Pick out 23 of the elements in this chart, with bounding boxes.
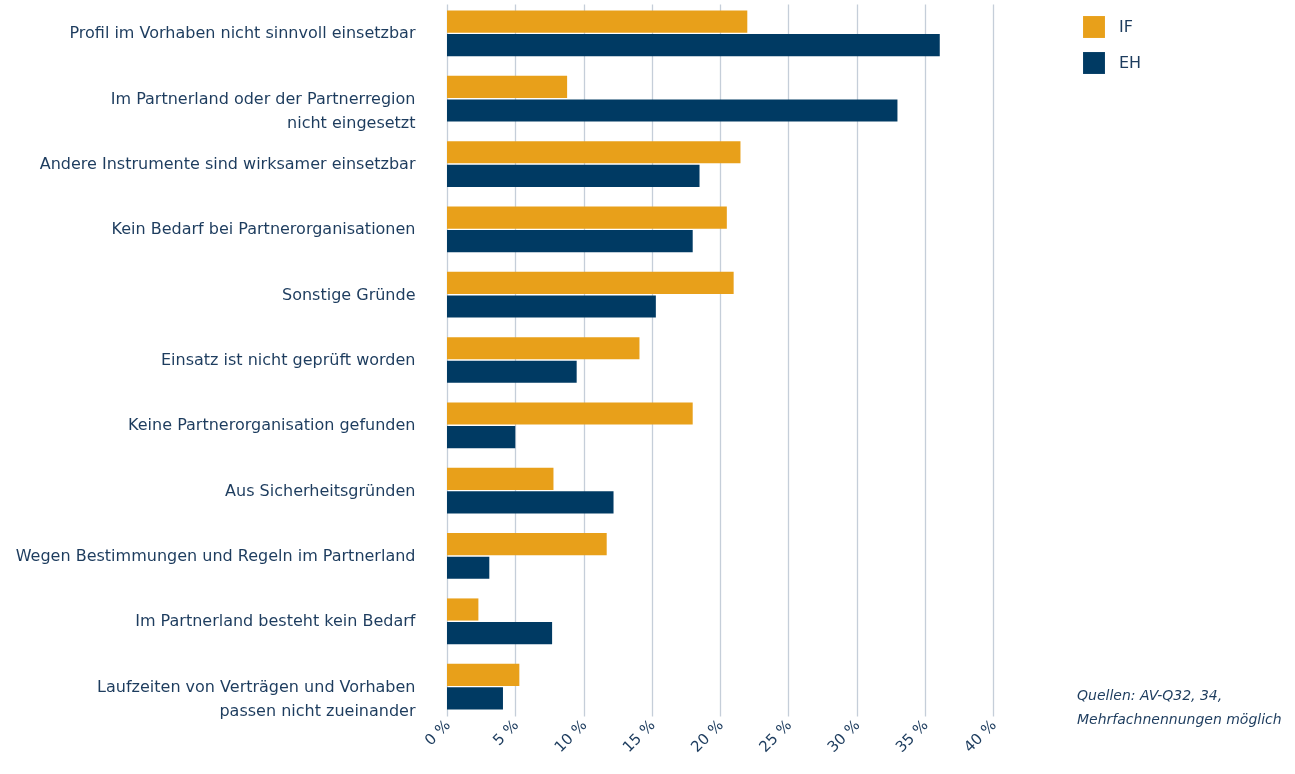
legend-label: IF <box>1119 17 1133 36</box>
x-tick-label: 10 % <box>550 716 591 756</box>
y-tick-label: Wegen Bestimmungen und Regeln im Partnerland <box>15 545 416 565</box>
y-tick-label: Kein Bedarf bei Partnerorganisationen <box>111 219 416 239</box>
x-tick-label: 5 % <box>489 716 523 750</box>
x-tick-label: 15 % <box>618 716 659 756</box>
legend-label: EH <box>1119 53 1142 72</box>
x-tick-label: 0 % <box>420 716 454 750</box>
y-tick-label: Laufzeiten von Verträgen und Vorhaben passen nicht zueinander <box>97 676 416 720</box>
source-note: Quellen: AV-Q32, 34, Mehrfachnennungen möglich <box>1077 686 1283 729</box>
x-tick-label: 40 % <box>960 716 1000 756</box>
x-tick-label: 30 % <box>823 716 864 756</box>
y-tick-label: Aus Sicherheitsgründen <box>225 480 416 500</box>
y-tick-label: Im Partnerland oder der Partnerregion nicht eingesetzt <box>110 88 416 132</box>
y-tick-label: Sonstige Gründe <box>282 284 416 304</box>
x-tick-label: 25 % <box>755 716 796 756</box>
y-tick-label: Im Partnerland besteht kein Bedarf <box>135 611 416 631</box>
y-tick-label: Einsatz ist nicht geprüft worden <box>160 350 416 369</box>
y-tick-label: Profil im Vorhaben nicht sinnvoll einsetzbar <box>69 23 416 43</box>
x-tick-label: 35 % <box>891 716 932 756</box>
x-tick-label: 20 % <box>687 716 727 756</box>
y-tick-label: Keine Partnerorganisation gefunden <box>128 415 416 435</box>
y-tick-label: Andere Instrumente sind wirksamer einsetzbar <box>39 154 416 174</box>
